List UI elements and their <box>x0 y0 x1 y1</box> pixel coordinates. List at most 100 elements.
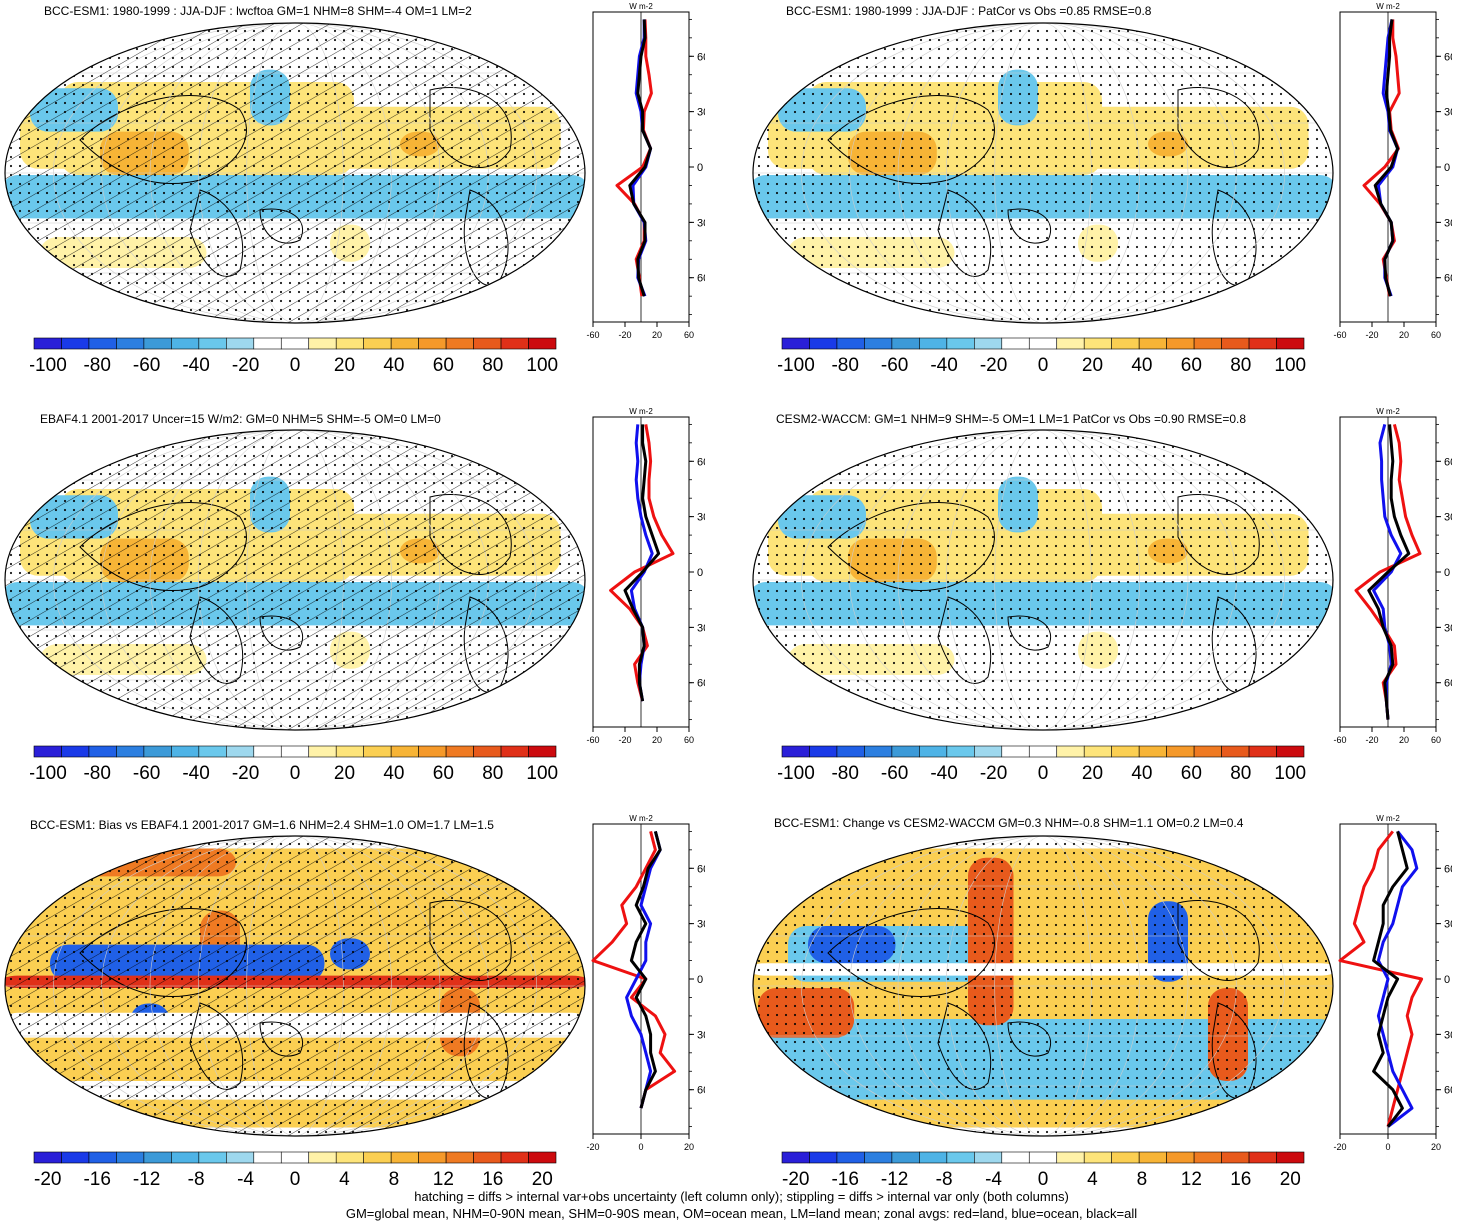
map-panel-5 <box>4 835 586 1137</box>
colorbar-label: 100 <box>1274 355 1306 376</box>
colorbar-swatch <box>1276 745 1305 758</box>
colorbar-swatch <box>946 337 975 350</box>
colorbar-label: -8 <box>936 1169 953 1190</box>
colorbar-swatch <box>88 745 117 758</box>
map-field <box>5 430 585 730</box>
panel-title-4: CESM2-WACCM: GM=1 NHM=9 SHM=-5 OM=1 LM=1… <box>776 412 1247 426</box>
zonal-plot-5: W m-2 60N 30N 0 30S 60S -20 0 20 <box>586 814 705 1152</box>
colorbar-label: 0 <box>290 1169 301 1190</box>
colorbar-swatch <box>919 337 948 350</box>
map-border <box>4 429 586 731</box>
map-panel-6 <box>752 835 1334 1137</box>
map-field <box>753 836 1333 1136</box>
colorbar-label: -12 <box>133 1169 160 1190</box>
latitude-tick-label: 60N <box>1444 456 1452 468</box>
colorbar-swatch <box>781 1151 810 1164</box>
latitude-tick-label: 30S <box>697 622 705 634</box>
zonal-unit-label: W m-2 <box>629 2 653 11</box>
map-field <box>5 836 585 1136</box>
colorbar-swatch <box>1248 745 1277 758</box>
colorbar-swatch <box>116 1151 145 1164</box>
colorbar-swatch <box>226 1151 255 1164</box>
x-tick-label: 60 <box>684 735 694 745</box>
x-tick-label: 20 <box>1399 735 1409 745</box>
colorbar-swatch <box>1028 745 1058 758</box>
panel-title-1: BCC-ESM1: 1980-1999 : JJA-DJF : lwcftoa … <box>44 4 472 18</box>
colorbar-swatch <box>1056 1151 1085 1164</box>
colorbar-swatch <box>226 745 255 758</box>
colorbar-swatch <box>1166 1151 1195 1164</box>
colorbar-swatch <box>1276 337 1305 350</box>
colorbar-swatch <box>781 337 810 350</box>
colorbar-swatch <box>919 745 948 758</box>
latitude-tick-label: 30N <box>697 107 705 119</box>
colorbar-swatch <box>1166 337 1195 350</box>
colorbar-label: 60 <box>433 355 454 376</box>
zonal-line-all <box>1372 831 1409 1128</box>
colorbar-4: -100 -80 -60 -40 -20 0 20 40 60 80 100 <box>778 745 1306 784</box>
x-tick-label: -60 <box>586 735 599 745</box>
x-tick-label: 60 <box>684 330 694 340</box>
colorbar-swatch <box>335 337 364 350</box>
footer-note-legend: GM=global mean, NHM=0-90N mean, SHM=0-90… <box>345 1206 1138 1221</box>
latitude-tick-label: 0 <box>697 162 703 174</box>
colorbar-swatch <box>1111 1151 1140 1164</box>
colorbar-label: 60 <box>1181 355 1202 376</box>
colorbar-label: -16 <box>831 1169 858 1190</box>
colorbar-swatch <box>1221 745 1250 758</box>
colorbar-label: -100 <box>30 355 67 376</box>
x-tick-label: 20 <box>684 1142 694 1152</box>
colorbar-swatch <box>198 337 227 350</box>
colorbar-swatch <box>143 745 172 758</box>
colorbar-6: -20 -16 -12 -8 -4 0 4 8 12 16 20 <box>781 1151 1305 1190</box>
colorbar-label: 100 <box>1274 763 1306 784</box>
colorbar-swatch <box>1056 745 1085 758</box>
x-tick-label: -20 <box>1365 735 1378 745</box>
latitude-tick-label: 60N <box>697 863 705 875</box>
colorbar-swatch <box>335 745 364 758</box>
panel-title-6: BCC-ESM1: Change vs CESM2-WACCM GM=0.3 N… <box>774 816 1244 830</box>
colorbar-swatch <box>781 745 810 758</box>
colorbar-swatch <box>363 1151 392 1164</box>
colorbar-label: -60 <box>133 355 160 376</box>
colorbar-label: 0 <box>290 763 301 784</box>
colorbar-swatch <box>61 337 90 350</box>
colorbar-swatch <box>1221 337 1250 350</box>
colorbar-swatch <box>390 337 419 350</box>
colorbar-swatch <box>143 1151 172 1164</box>
colorbar-label: 40 <box>1131 355 1152 376</box>
colorbar-swatch <box>1001 745 1030 758</box>
latitude-tick-label: 0 <box>697 567 703 579</box>
colorbar-swatch <box>1083 745 1112 758</box>
colorbar-label: 0 <box>1038 355 1049 376</box>
colorbar-swatch <box>390 1151 419 1164</box>
zonal-unit-label: W m-2 <box>1376 407 1400 416</box>
zonal-line-land <box>1338 830 1424 1127</box>
colorbar-swatch <box>418 745 447 758</box>
map-panel-3 <box>4 429 586 731</box>
latitude-tick-label: 30S <box>1444 1029 1452 1041</box>
colorbar-swatch <box>253 1151 282 1164</box>
colorbar-swatch <box>1193 1151 1222 1164</box>
colorbar-swatch <box>308 337 337 350</box>
colorbar-swatch <box>61 745 90 758</box>
colorbar-label: 0 <box>290 355 301 376</box>
map-field <box>5 23 585 323</box>
colorbar-label: 8 <box>389 1169 400 1190</box>
latitude-tick-label: 60S <box>1444 678 1452 690</box>
colorbar-label: 80 <box>1230 355 1251 376</box>
colorbar-label: -100 <box>778 763 815 784</box>
colorbar-label: -80 <box>83 355 110 376</box>
colorbar-swatch <box>864 745 893 758</box>
latitude-tick-label: 60S <box>697 273 705 285</box>
colorbar-label: -80 <box>83 763 110 784</box>
colorbar-swatch <box>473 337 502 350</box>
colorbar-swatch <box>528 745 557 758</box>
zonal-unit-label: W m-2 <box>1376 2 1400 11</box>
colorbar-label: -12 <box>881 1169 908 1190</box>
colorbar-swatch <box>33 745 62 758</box>
colorbar-label: -40 <box>182 763 209 784</box>
colorbar-label: -8 <box>188 1169 205 1190</box>
zonal-line-all <box>1373 19 1400 297</box>
colorbar-swatch <box>1001 337 1030 350</box>
